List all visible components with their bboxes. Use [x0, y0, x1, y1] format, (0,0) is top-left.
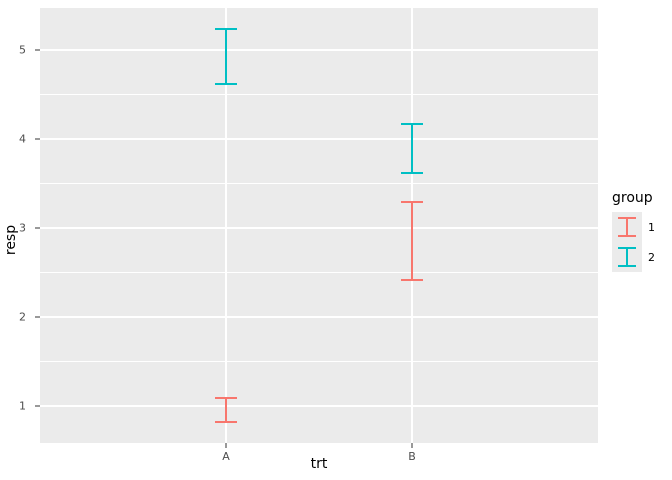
- legend-key-cap-upper: [618, 247, 636, 249]
- gridline-major-y: [40, 137, 598, 140]
- errorbar-cap-upper: [401, 122, 423, 125]
- x-tick-mark: [225, 443, 227, 448]
- legend-key-swatch: [612, 212, 642, 242]
- y-tick-label: 1: [19, 399, 26, 413]
- legend-key-swatch: [612, 242, 642, 272]
- legend-key-stem: [626, 247, 628, 267]
- gridline-minor-y: [40, 272, 598, 274]
- gridline-major-x: [225, 8, 227, 443]
- errorbar-stem: [411, 201, 413, 282]
- legend-key-cap-lower: [618, 265, 636, 267]
- legend-key-stem: [626, 217, 628, 237]
- y-tick-mark: [35, 316, 40, 318]
- errorbar-cap-lower: [401, 172, 423, 175]
- y-tick-mark: [35, 49, 40, 51]
- gridline-minor-y: [40, 94, 598, 96]
- errorbar-cap-upper: [401, 201, 423, 204]
- legend-label: 1: [648, 220, 655, 234]
- legend-title: group: [612, 190, 653, 206]
- errorbar-2-B: [401, 122, 423, 175]
- gridline-major-y: [40, 226, 598, 229]
- errorbar-1-B: [401, 201, 423, 282]
- x-tick-label: A: [222, 450, 230, 463]
- y-tick-label: 3: [19, 221, 26, 235]
- errorbar-cap-lower: [215, 83, 237, 86]
- errorbar-cap-lower: [215, 421, 237, 424]
- errorbar-cap-upper: [215, 396, 237, 399]
- gridline-major-y: [40, 315, 598, 318]
- x-axis-title-label: trt: [310, 456, 328, 472]
- y-axis-title-label: resp: [3, 224, 19, 256]
- y-tick-label: 4: [19, 132, 26, 146]
- y-tick-label: 2: [19, 310, 26, 324]
- errorbar-2-A: [215, 27, 237, 86]
- x-tick-mark: [411, 443, 413, 448]
- gridline-major-y: [40, 48, 598, 51]
- errorbar-stem: [225, 27, 227, 86]
- errorbar-stem: [411, 122, 413, 175]
- x-axis-title: trt: [40, 456, 598, 472]
- legend-entry-1: 1: [612, 212, 655, 242]
- gridline-major-y: [40, 404, 598, 407]
- x-tick-label: B: [408, 450, 416, 463]
- legend-key-cap-lower: [618, 235, 636, 237]
- y-tick-label: 5: [19, 43, 26, 57]
- gridline-minor-y: [40, 361, 598, 363]
- y-tick-mark: [35, 227, 40, 229]
- errorbar-stem: [225, 396, 227, 424]
- y-tick-mark: [35, 138, 40, 140]
- plot-panel: [40, 8, 598, 443]
- y-tick-mark: [35, 405, 40, 407]
- legend-entry-2: 2: [612, 242, 655, 272]
- legend-key-cap-upper: [618, 217, 636, 219]
- errorbar-cap-upper: [215, 27, 237, 30]
- errorbar-1-A: [215, 396, 237, 424]
- legend-label: 2: [648, 250, 655, 264]
- errorbar-cap-lower: [401, 279, 423, 282]
- gridline-minor-y: [40, 183, 598, 185]
